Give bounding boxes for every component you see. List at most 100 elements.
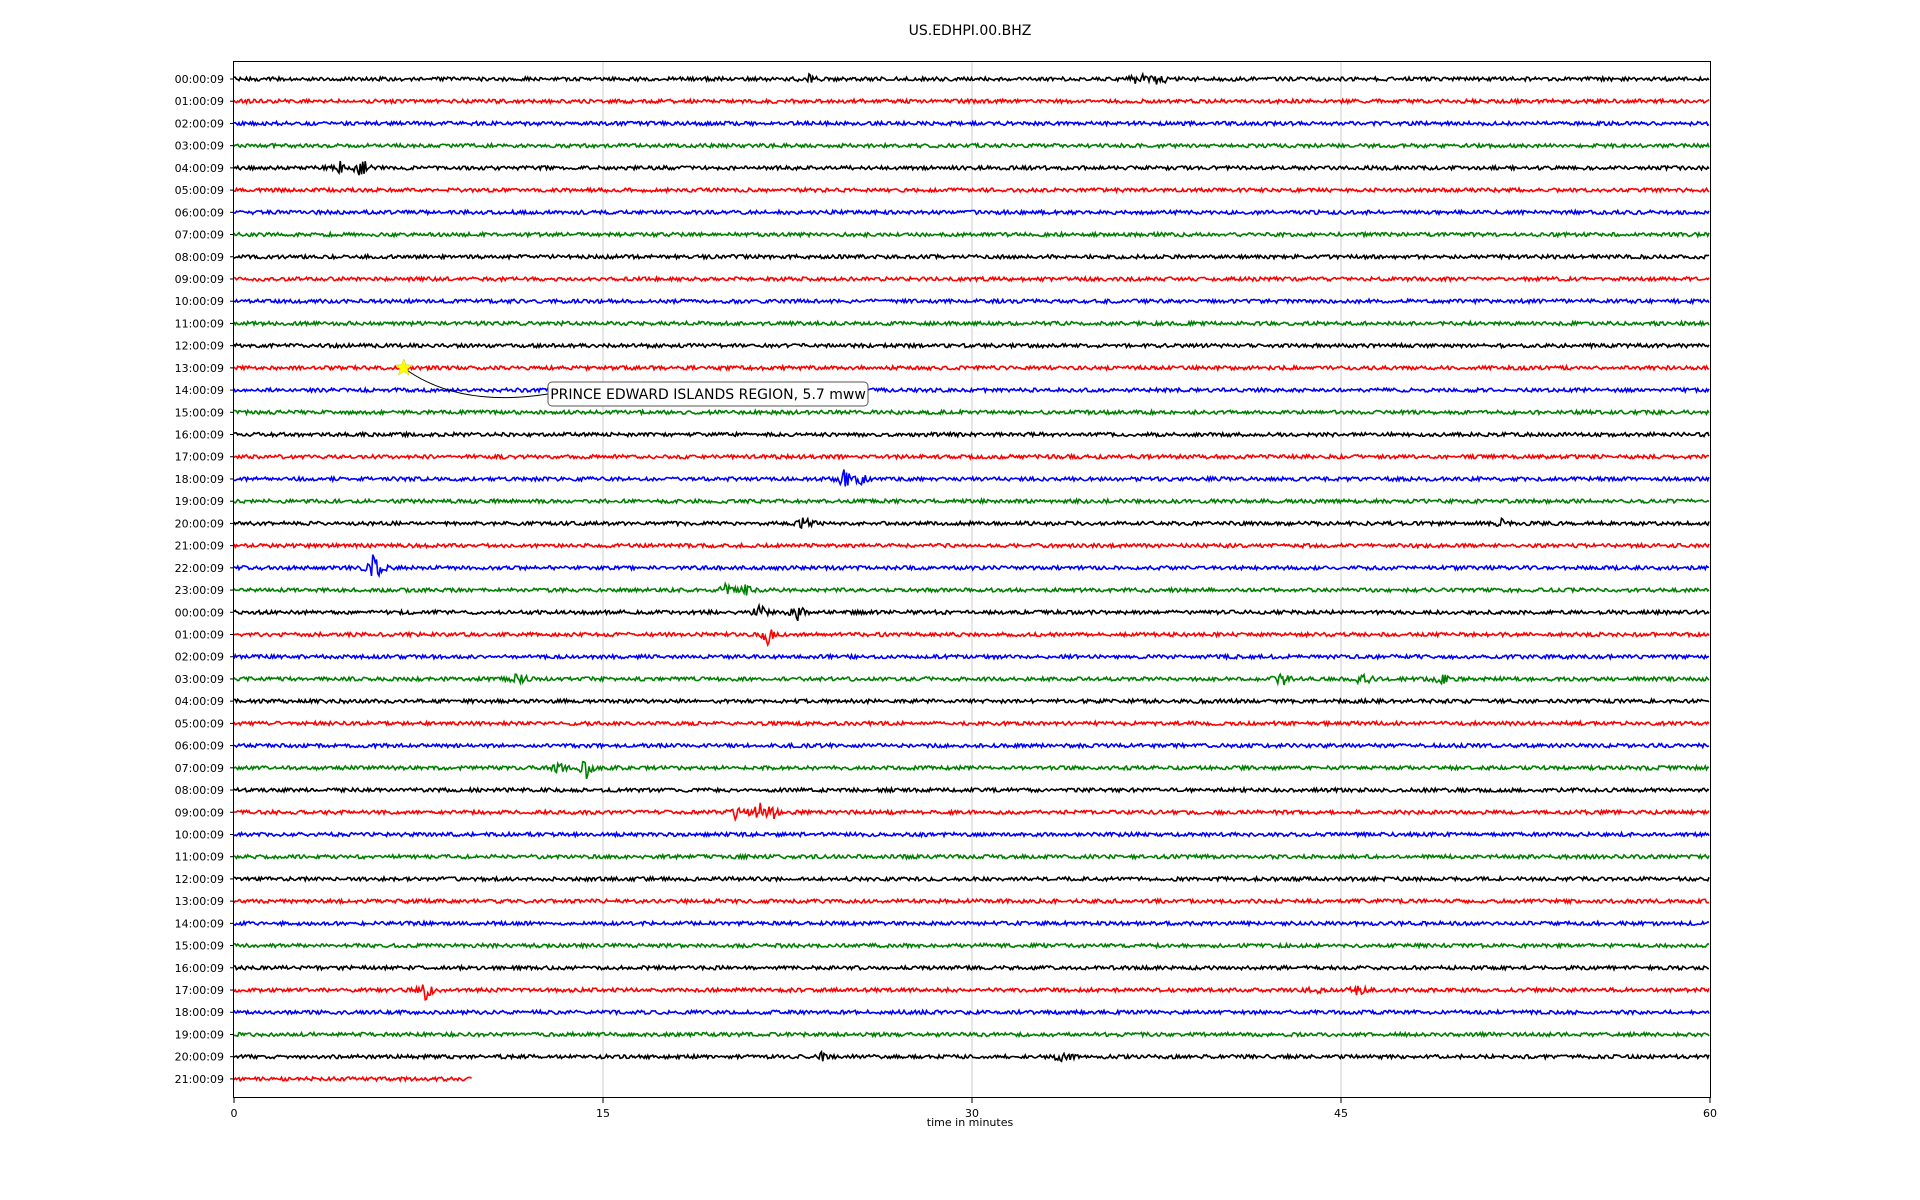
y-tick-label: 08:00:09 [175,784,224,797]
y-tick-label: 06:00:09 [175,206,224,219]
seismic-trace [233,1049,1710,1063]
grid-lines [602,61,1342,1098]
seismic-trace [233,785,1710,795]
seismic-trace [233,319,1710,328]
y-tick-label: 02:00:09 [175,117,224,130]
y-tick-label: 20:00:09 [175,1051,224,1064]
x-tick-label: 45 [1334,1107,1348,1120]
y-tick-label: 19:00:09 [175,495,224,508]
y-tick-label: 13:00:09 [175,895,224,908]
y-tick-label: 05:00:09 [175,184,224,197]
seismic-trace [233,469,1710,487]
annotation-leader-line [403,367,549,399]
y-tick-label: 13:00:09 [175,362,224,375]
seismic-trace [233,252,1710,261]
axes-frame [233,61,1711,1098]
y-tick-label: 22:00:09 [175,562,224,575]
y-tick-label: 12:00:09 [175,873,224,886]
y-tick-label: 18:00:09 [175,1006,224,1019]
y-tick-label: 06:00:09 [175,740,224,753]
seismic-traces [233,71,1710,1083]
y-tick-label: 04:00:09 [175,162,224,175]
seismic-trace [233,874,1710,883]
seismic-trace [233,297,1710,306]
seismic-trace [233,963,1710,972]
x-ticks: 0 15 30 45 60 [231,1098,1717,1120]
seismic-trace [233,760,1710,780]
x-tick-label: 0 [231,1107,238,1120]
seismic-trace [233,230,1710,239]
seismic-trace [233,97,1710,106]
y-tick-label: 05:00:09 [175,717,224,730]
y-tick-label: 11:00:09 [175,317,224,330]
x-tick-label: 60 [1703,1107,1717,1120]
seismic-trace [233,741,1710,750]
seismic-trace [233,696,1710,706]
x-tick-label: 30 [965,1107,979,1120]
y-tick-label: 10:00:09 [175,828,224,841]
seismic-trace [233,919,1710,928]
seismic-trace [233,1075,472,1083]
chart-title: US.EDHPI.00.BHZ [909,23,1032,39]
y-tick-label: 20:00:09 [175,517,224,530]
y-tick-label: 01:00:09 [175,95,224,108]
seismic-trace [233,802,1710,823]
event-annotation: PRINCE EDWARD ISLANDS REGION, 5.7 mww [394,358,869,407]
seismic-trace [233,496,1710,506]
seismic-trace [233,897,1710,906]
y-tick-label: 00:00:09 [175,606,224,619]
seismic-trace [233,652,1710,662]
y-tick-label: 17:00:09 [175,984,224,997]
y-tick-label: 04:00:09 [175,695,224,708]
seismic-trace [233,516,1710,530]
seismic-trace [233,208,1710,217]
y-tick-label: 11:00:09 [175,851,224,864]
y-tick-label: 15:00:09 [175,940,224,953]
seismic-trace [233,1030,1710,1039]
seismic-trace [233,141,1710,150]
y-tick-label: 07:00:09 [175,229,224,242]
seismic-trace [233,672,1710,687]
y-tick-label: 18:00:09 [175,473,224,486]
seismic-trace [233,629,1710,648]
y-tick-label: 09:00:09 [175,273,224,286]
y-tick-labels: 00:00:09 01:00:09 02:00:09 03:00:09 04:00:09… [175,73,234,1086]
seismic-trace [233,852,1710,861]
y-tick-label: 21:00:09 [175,540,224,553]
annotation-label: PRINCE EDWARD ISLANDS REGION, 5.7 mww [550,387,866,403]
seismic-trace [233,452,1710,462]
y-tick-label: 19:00:09 [175,1028,224,1041]
seismic-trace [233,119,1710,128]
seismic-trace [233,341,1710,350]
y-tick-label: 12:00:09 [175,340,224,353]
seismic-trace [233,602,1710,622]
seismic-trace [233,941,1710,950]
seismic-trace [233,160,1710,176]
x-axis-label: time in minutes [927,1116,1014,1129]
x-tick-label: 15 [596,1107,610,1120]
seismic-trace [233,554,1710,579]
event-star-icon [394,358,413,376]
y-tick-label: 03:00:09 [175,140,224,153]
y-tick-label: 07:00:09 [175,762,224,775]
seismic-trace [233,71,1710,85]
seismic-trace [233,719,1710,728]
y-tick-label: 01:00:09 [175,629,224,642]
seismic-trace [233,408,1710,417]
y-tick-label: 14:00:09 [175,917,224,930]
seismic-trace [233,274,1710,284]
seismic-trace [233,363,1710,373]
y-tick-label: 09:00:09 [175,806,224,819]
seismic-trace [233,541,1710,550]
seismic-trace [233,386,1710,395]
y-tick-label: 21:00:09 [175,1073,224,1086]
y-tick-label: 16:00:09 [175,429,224,442]
seismic-trace [233,581,1710,596]
y-tick-label: 08:00:09 [175,251,224,264]
y-tick-label: 23:00:09 [175,584,224,597]
seismic-trace [233,1008,1710,1017]
seismic-trace [233,984,1710,1001]
y-tick-label: 00:00:09 [175,73,224,86]
y-tick-label: 10:00:09 [175,295,224,308]
